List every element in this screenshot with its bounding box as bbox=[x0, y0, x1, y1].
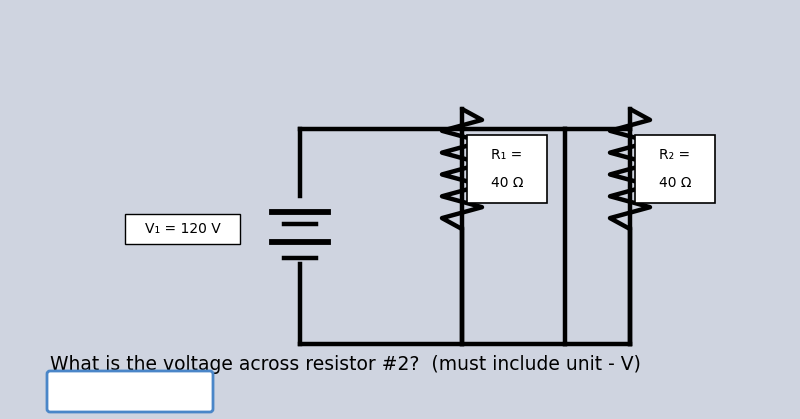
FancyBboxPatch shape bbox=[47, 371, 213, 412]
Text: 40 Ω: 40 Ω bbox=[490, 176, 523, 190]
FancyBboxPatch shape bbox=[635, 135, 715, 203]
FancyBboxPatch shape bbox=[125, 214, 240, 244]
Text: R₂ =: R₂ = bbox=[659, 148, 690, 162]
Text: V₁ = 120 V: V₁ = 120 V bbox=[145, 222, 220, 236]
FancyBboxPatch shape bbox=[467, 135, 547, 203]
Text: What is the voltage across resistor #2?  (must include unit - V): What is the voltage across resistor #2? … bbox=[50, 354, 641, 373]
Text: R₁ =: R₁ = bbox=[491, 148, 522, 162]
Text: 40 Ω: 40 Ω bbox=[658, 176, 691, 190]
